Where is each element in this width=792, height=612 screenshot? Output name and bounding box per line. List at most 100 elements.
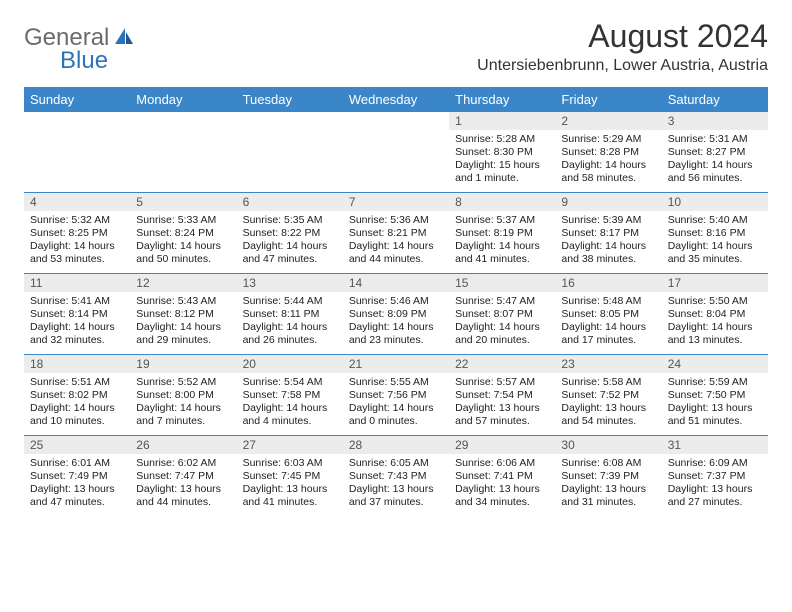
sunrise-text: Sunrise: 5:50 AM: [668, 295, 762, 308]
day-number: 24: [662, 355, 768, 373]
day-detail: Sunrise: 6:02 AMSunset: 7:47 PMDaylight:…: [130, 454, 236, 516]
daylight-text: Daylight: 14 hours and 41 minutes.: [455, 240, 549, 266]
calendar-cell: 15Sunrise: 5:47 AMSunset: 8:07 PMDayligh…: [449, 274, 555, 355]
day-detail: Sunrise: 5:44 AMSunset: 8:11 PMDaylight:…: [237, 292, 343, 354]
calendar-cell: 3Sunrise: 5:31 AMSunset: 8:27 PMDaylight…: [662, 112, 768, 193]
day-number: 6: [237, 193, 343, 211]
day-detail: [24, 130, 130, 192]
sunset-text: Sunset: 8:12 PM: [136, 308, 230, 321]
sunrise-text: Sunrise: 5:47 AM: [455, 295, 549, 308]
daylight-text: Daylight: 14 hours and 29 minutes.: [136, 321, 230, 347]
calendar-week-row: 18Sunrise: 5:51 AMSunset: 8:02 PMDayligh…: [24, 355, 768, 436]
daylight-text: Daylight: 13 hours and 41 minutes.: [243, 483, 337, 509]
sunset-text: Sunset: 8:07 PM: [455, 308, 549, 321]
daylight-text: Daylight: 13 hours and 51 minutes.: [668, 402, 762, 428]
sunset-text: Sunset: 7:39 PM: [561, 470, 655, 483]
sunrise-text: Sunrise: 5:35 AM: [243, 214, 337, 227]
day-number: [24, 112, 130, 130]
day-number: 7: [343, 193, 449, 211]
day-detail: Sunrise: 5:51 AMSunset: 8:02 PMDaylight:…: [24, 373, 130, 435]
day-detail: Sunrise: 5:37 AMSunset: 8:19 PMDaylight:…: [449, 211, 555, 273]
calendar-week-row: 4Sunrise: 5:32 AMSunset: 8:25 PMDaylight…: [24, 193, 768, 274]
daylight-text: Daylight: 14 hours and 7 minutes.: [136, 402, 230, 428]
sunset-text: Sunset: 7:37 PM: [668, 470, 762, 483]
weekday-header: Friday: [555, 87, 661, 112]
daylight-text: Daylight: 14 hours and 20 minutes.: [455, 321, 549, 347]
sunset-text: Sunset: 8:11 PM: [243, 308, 337, 321]
day-number: 8: [449, 193, 555, 211]
day-detail: Sunrise: 6:08 AMSunset: 7:39 PMDaylight:…: [555, 454, 661, 516]
day-detail: Sunrise: 6:03 AMSunset: 7:45 PMDaylight:…: [237, 454, 343, 516]
daylight-text: Daylight: 13 hours and 37 minutes.: [349, 483, 443, 509]
calendar-cell: 16Sunrise: 5:48 AMSunset: 8:05 PMDayligh…: [555, 274, 661, 355]
day-detail: Sunrise: 6:06 AMSunset: 7:41 PMDaylight:…: [449, 454, 555, 516]
day-number: 12: [130, 274, 236, 292]
calendar-week-row: 11Sunrise: 5:41 AMSunset: 8:14 PMDayligh…: [24, 274, 768, 355]
day-detail: Sunrise: 5:40 AMSunset: 8:16 PMDaylight:…: [662, 211, 768, 273]
daylight-text: Daylight: 14 hours and 10 minutes.: [30, 402, 124, 428]
sunrise-text: Sunrise: 5:55 AM: [349, 376, 443, 389]
sunset-text: Sunset: 8:14 PM: [30, 308, 124, 321]
sunrise-text: Sunrise: 5:31 AM: [668, 133, 762, 146]
calendar-cell: 7Sunrise: 5:36 AMSunset: 8:21 PMDaylight…: [343, 193, 449, 274]
day-detail: Sunrise: 5:47 AMSunset: 8:07 PMDaylight:…: [449, 292, 555, 354]
day-number: [237, 112, 343, 130]
sunset-text: Sunset: 8:16 PM: [668, 227, 762, 240]
day-detail: Sunrise: 5:29 AMSunset: 8:28 PMDaylight:…: [555, 130, 661, 192]
day-detail: Sunrise: 5:43 AMSunset: 8:12 PMDaylight:…: [130, 292, 236, 354]
sunset-text: Sunset: 7:54 PM: [455, 389, 549, 402]
day-detail: Sunrise: 5:58 AMSunset: 7:52 PMDaylight:…: [555, 373, 661, 435]
daylight-text: Daylight: 15 hours and 1 minute.: [455, 159, 549, 185]
sunrise-text: Sunrise: 5:57 AM: [455, 376, 549, 389]
calendar-cell: 23Sunrise: 5:58 AMSunset: 7:52 PMDayligh…: [555, 355, 661, 436]
sunset-text: Sunset: 8:04 PM: [668, 308, 762, 321]
day-number: 10: [662, 193, 768, 211]
calendar-cell: [130, 112, 236, 193]
sunset-text: Sunset: 8:28 PM: [561, 146, 655, 159]
calendar-cell: 11Sunrise: 5:41 AMSunset: 8:14 PMDayligh…: [24, 274, 130, 355]
calendar-cell: [237, 112, 343, 193]
sunset-text: Sunset: 8:30 PM: [455, 146, 549, 159]
sunrise-text: Sunrise: 5:33 AM: [136, 214, 230, 227]
daylight-text: Daylight: 14 hours and 53 minutes.: [30, 240, 124, 266]
sunrise-text: Sunrise: 5:36 AM: [349, 214, 443, 227]
sunset-text: Sunset: 8:19 PM: [455, 227, 549, 240]
calendar-cell: 5Sunrise: 5:33 AMSunset: 8:24 PMDaylight…: [130, 193, 236, 274]
calendar-cell: 30Sunrise: 6:08 AMSunset: 7:39 PMDayligh…: [555, 436, 661, 516]
sunrise-text: Sunrise: 6:09 AM: [668, 457, 762, 470]
calendar-cell: [343, 112, 449, 193]
sunrise-text: Sunrise: 6:03 AM: [243, 457, 337, 470]
day-number: 25: [24, 436, 130, 454]
sunrise-text: Sunrise: 5:40 AM: [668, 214, 762, 227]
calendar-cell: 22Sunrise: 5:57 AMSunset: 7:54 PMDayligh…: [449, 355, 555, 436]
day-number: 31: [662, 436, 768, 454]
day-number: 11: [24, 274, 130, 292]
day-number: 5: [130, 193, 236, 211]
day-detail: Sunrise: 5:46 AMSunset: 8:09 PMDaylight:…: [343, 292, 449, 354]
sunrise-text: Sunrise: 5:44 AM: [243, 295, 337, 308]
sunrise-text: Sunrise: 5:51 AM: [30, 376, 124, 389]
day-number: 9: [555, 193, 661, 211]
sunset-text: Sunset: 8:09 PM: [349, 308, 443, 321]
sunrise-text: Sunrise: 5:54 AM: [243, 376, 337, 389]
day-number: 15: [449, 274, 555, 292]
daylight-text: Daylight: 13 hours and 57 minutes.: [455, 402, 549, 428]
daylight-text: Daylight: 13 hours and 31 minutes.: [561, 483, 655, 509]
day-detail: Sunrise: 5:32 AMSunset: 8:25 PMDaylight:…: [24, 211, 130, 273]
day-detail: Sunrise: 5:35 AMSunset: 8:22 PMDaylight:…: [237, 211, 343, 273]
sunrise-text: Sunrise: 5:46 AM: [349, 295, 443, 308]
daylight-text: Daylight: 14 hours and 23 minutes.: [349, 321, 443, 347]
sunrise-text: Sunrise: 5:37 AM: [455, 214, 549, 227]
day-detail: Sunrise: 5:57 AMSunset: 7:54 PMDaylight:…: [449, 373, 555, 435]
calendar-cell: 28Sunrise: 6:05 AMSunset: 7:43 PMDayligh…: [343, 436, 449, 516]
day-detail: Sunrise: 5:59 AMSunset: 7:50 PMDaylight:…: [662, 373, 768, 435]
day-number: 29: [449, 436, 555, 454]
sunset-text: Sunset: 8:05 PM: [561, 308, 655, 321]
daylight-text: Daylight: 13 hours and 44 minutes.: [136, 483, 230, 509]
day-number: [343, 112, 449, 130]
day-number: 22: [449, 355, 555, 373]
day-number: 3: [662, 112, 768, 130]
day-detail: Sunrise: 5:48 AMSunset: 8:05 PMDaylight:…: [555, 292, 661, 354]
sunrise-text: Sunrise: 5:32 AM: [30, 214, 124, 227]
sunset-text: Sunset: 7:50 PM: [668, 389, 762, 402]
